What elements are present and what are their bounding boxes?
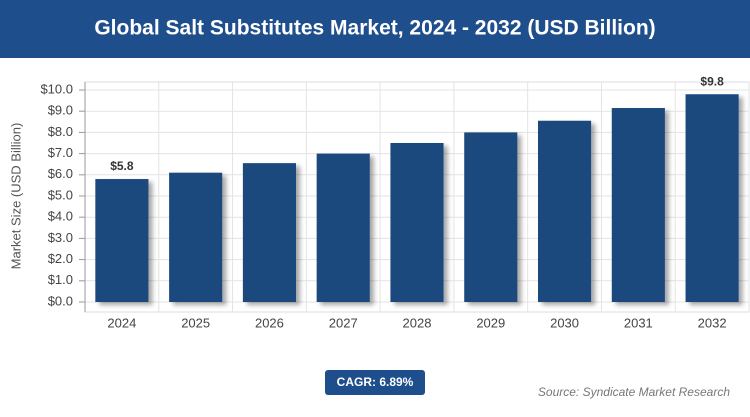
y-tick-label: $1.0	[48, 272, 73, 287]
bar	[537, 120, 592, 303]
y-tick-label: $2.0	[48, 251, 73, 266]
x-tick-label: 2025	[181, 315, 210, 330]
y-tick-label: $3.0	[48, 230, 73, 245]
y-tick-label: $9.0	[48, 103, 73, 118]
source-note: Source: Syndicate Market Research	[538, 385, 730, 399]
x-tick-label: 2028	[403, 315, 432, 330]
x-tick-label: 2024	[107, 315, 136, 330]
bar	[169, 172, 223, 302]
x-tick-label: 2032	[698, 315, 727, 330]
chart-title: Global Salt Substitutes Market, 2024 - 2…	[94, 17, 655, 40]
y-tick-label: $0.0	[48, 293, 73, 308]
x-tick-label: 2031	[624, 315, 653, 330]
bar	[464, 132, 518, 302]
bar	[95, 179, 149, 302]
value-label: $9.8	[700, 74, 724, 88]
value-label: $5.8	[110, 159, 134, 173]
y-tick-label: $5.0	[48, 187, 73, 202]
title-banner	[0, 0, 750, 58]
x-tick-label: 2026	[255, 315, 284, 330]
bar	[390, 143, 444, 302]
bar	[685, 94, 739, 303]
bar	[242, 163, 297, 302]
x-tick-label: 2027	[329, 315, 358, 330]
y-tick-label: $7.0	[48, 145, 73, 160]
bar	[611, 108, 665, 303]
cagr-text: CAGR: 6.89%	[337, 375, 414, 389]
y-tick-label: $8.0	[48, 124, 73, 139]
x-tick-label: 2029	[476, 315, 505, 330]
y-tick-label: $6.0	[48, 166, 73, 181]
x-tick-label: 2030	[550, 315, 579, 330]
cagr-badge	[325, 370, 425, 395]
y-tick-label: $4.0	[48, 209, 73, 224]
y-axis-label: Market Size (USD Billion)	[8, 123, 23, 270]
y-tick-label: $10.0	[40, 81, 73, 96]
bar	[316, 153, 370, 302]
